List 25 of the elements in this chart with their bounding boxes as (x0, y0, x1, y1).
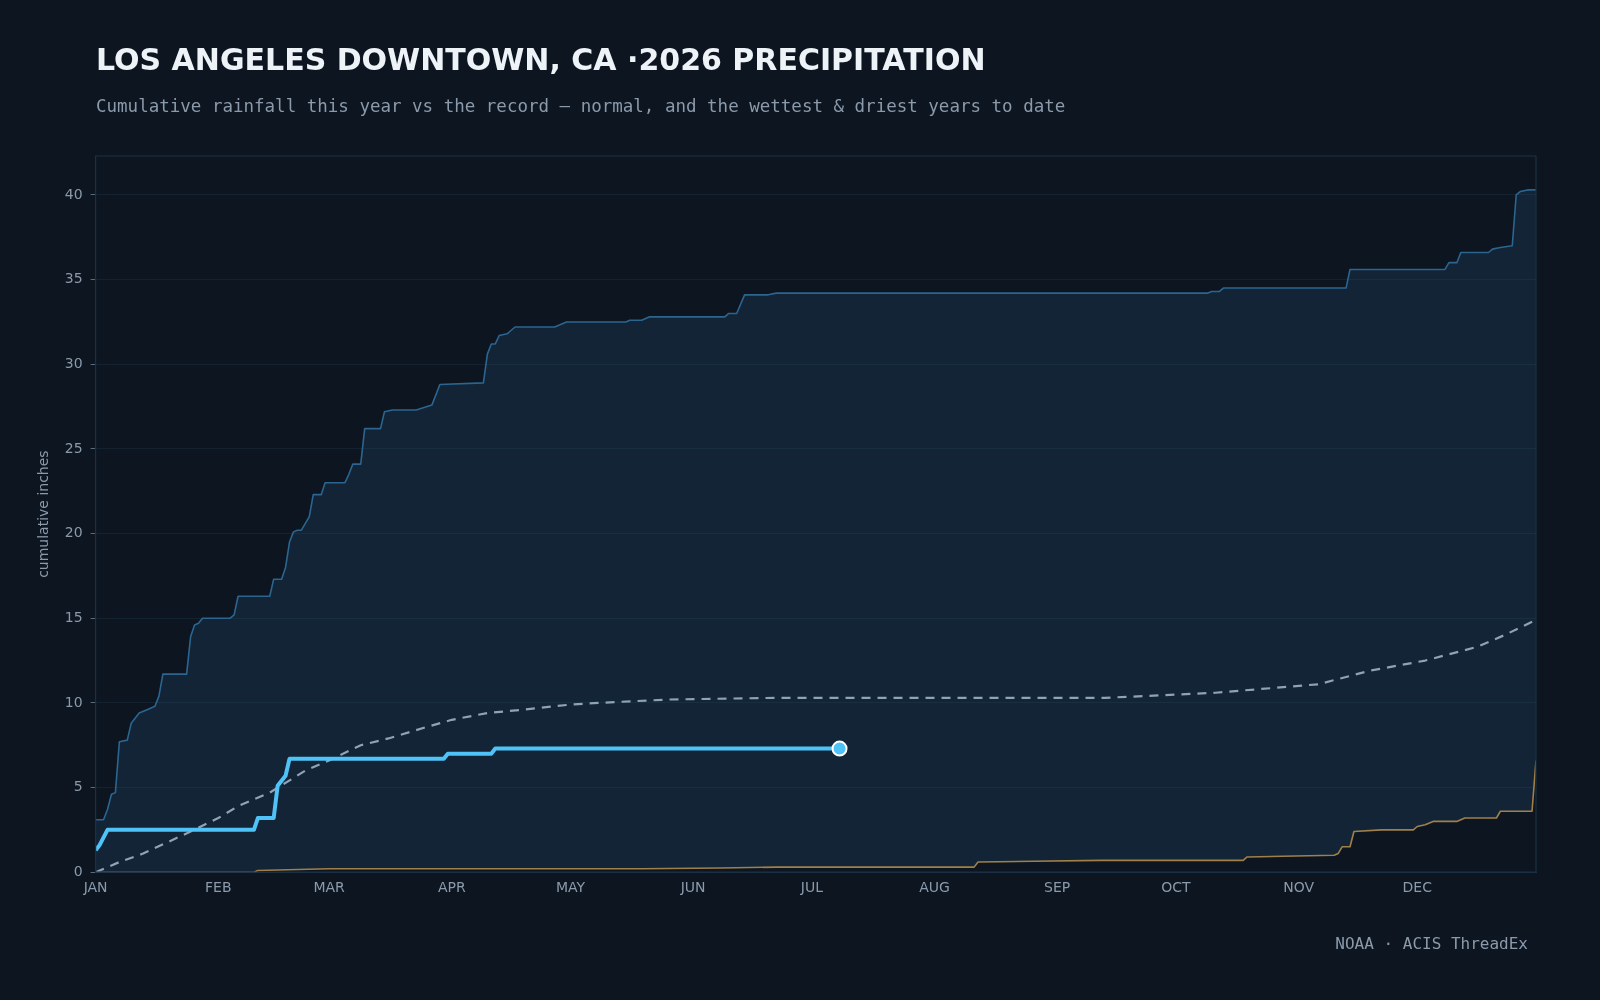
y-tick-label: 10 (64, 693, 83, 710)
chart-subtitle: Cumulative rainfall this year vs the record — normal, and the wettest & driest years to date (96, 96, 1066, 116)
x-tick-label: JUN (679, 879, 706, 896)
x-tick-label: DEC (1402, 879, 1433, 896)
y-tick-label: 5 (73, 778, 83, 795)
y-tick-label: 25 (64, 439, 83, 456)
y-axis-title: cumulative inches (35, 450, 52, 578)
x-tick-label: SEP (1044, 879, 1071, 896)
x-tick-label: NOV (1283, 879, 1315, 896)
x-tick-label: OCT (1161, 879, 1192, 896)
chart-title: LOS ANGELES DOWNTOWN, CA ·2026 PRECIPITATION (96, 42, 986, 77)
x-tick-label: AUG (919, 879, 950, 896)
x-tick-label: JUL (799, 879, 824, 896)
y-tick-label: 15 (64, 608, 83, 625)
y-tick-label: 40 (64, 185, 83, 202)
y-tick-label: 0 (73, 862, 83, 879)
y-tick-label: 35 (64, 270, 83, 287)
x-tick-label: APR (437, 879, 466, 896)
x-tick-label: FEB (205, 879, 232, 896)
x-tick-label: JAN (82, 879, 108, 896)
text: NOAA · ACIS ThreadEx (1335, 934, 1528, 953)
y-tick-label: 30 (64, 354, 83, 371)
y-tick-label: 20 (64, 524, 83, 541)
x-tick-label: MAY (555, 879, 586, 896)
x-tick-label: MAR (313, 879, 346, 896)
